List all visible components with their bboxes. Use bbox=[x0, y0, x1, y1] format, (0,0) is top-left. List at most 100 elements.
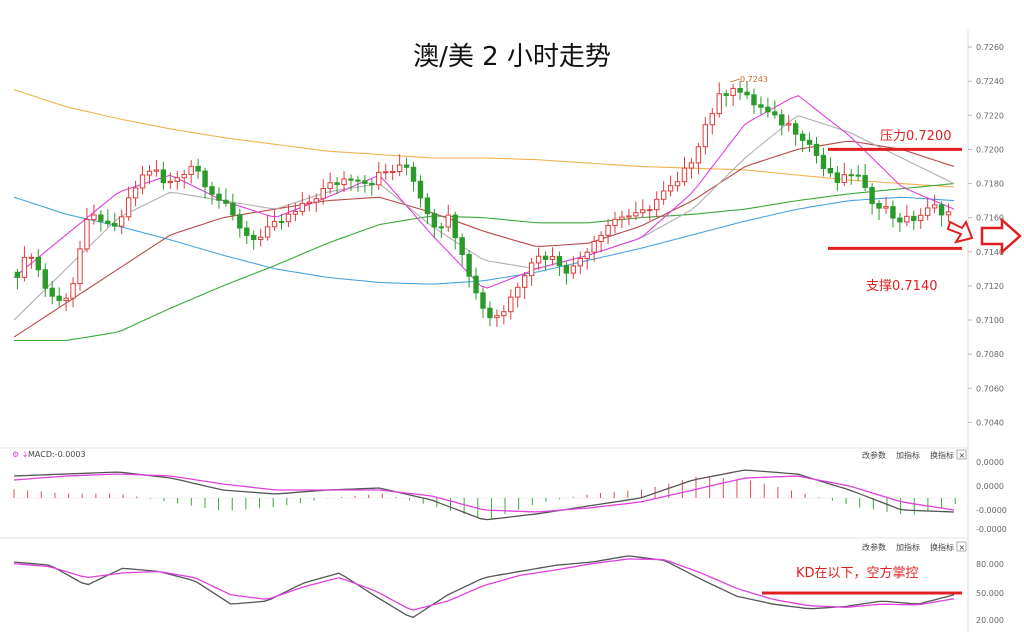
candle-body bbox=[688, 162, 695, 169]
candle-body bbox=[28, 256, 35, 259]
candle-body bbox=[77, 248, 83, 285]
candle-body bbox=[355, 179, 361, 182]
candle-body bbox=[112, 222, 118, 227]
candle-body bbox=[188, 165, 194, 175]
candle-body bbox=[827, 167, 834, 174]
price-tick-label: 0.7100 bbox=[976, 316, 1004, 325]
candle-body bbox=[160, 169, 167, 184]
moving-average-line bbox=[13, 140, 955, 338]
candle-body bbox=[890, 206, 896, 219]
candlestick-series bbox=[14, 80, 952, 327]
candle-body bbox=[202, 170, 208, 188]
candle-body bbox=[410, 166, 417, 182]
candle-body bbox=[216, 193, 222, 201]
chart-title: 澳/美 2 小时走势 bbox=[413, 42, 611, 72]
price-tick-label: 0.7260 bbox=[976, 43, 1004, 52]
candle-body bbox=[313, 198, 319, 203]
kd-tick-label: 80.000 bbox=[976, 560, 1004, 569]
candle-body bbox=[403, 164, 410, 168]
candle-body bbox=[633, 212, 639, 217]
candle-body bbox=[56, 295, 62, 301]
macd-tick-label: -0.0000 bbox=[976, 525, 1007, 534]
candle-body bbox=[299, 202, 306, 213]
macd-tick-label: -0.0000 bbox=[976, 506, 1007, 515]
candle-body bbox=[285, 213, 292, 223]
candle-body bbox=[35, 256, 42, 271]
candle-body bbox=[223, 199, 229, 204]
macd-dea-line bbox=[13, 473, 955, 513]
candle-body bbox=[876, 203, 882, 209]
candle-body bbox=[945, 211, 952, 216]
candle-body bbox=[501, 311, 507, 317]
candle-body bbox=[515, 286, 521, 298]
candle-body bbox=[911, 215, 917, 222]
candle-body bbox=[570, 265, 577, 274]
candle-body bbox=[320, 187, 326, 200]
price-tick-label: 0.7120 bbox=[976, 282, 1004, 291]
close-icon-glyph: × bbox=[959, 543, 966, 552]
price-tick-label: 0.7180 bbox=[976, 180, 1004, 189]
candle-body bbox=[417, 180, 424, 199]
candle-body bbox=[674, 181, 681, 187]
candle-body bbox=[549, 256, 556, 260]
price-axis: 0.7260 0.7240 0.7220 0.7200 0.7180 0.7160 0.71… bbox=[968, 43, 1004, 427]
candle-body bbox=[494, 315, 500, 319]
candle-body bbox=[181, 173, 187, 179]
candle-body bbox=[334, 182, 340, 185]
candle-body bbox=[383, 171, 389, 174]
candle-body bbox=[612, 218, 618, 227]
candle-body bbox=[904, 215, 910, 223]
toolbar-button-label: 改参数 bbox=[862, 450, 886, 460]
toolbar-button-label: 换指标 bbox=[930, 450, 954, 460]
candle-body bbox=[473, 275, 479, 294]
candle-body bbox=[619, 216, 625, 220]
moving-average-line bbox=[14, 183, 955, 342]
candle-body bbox=[431, 213, 438, 228]
candle-body bbox=[271, 220, 278, 228]
candle-body bbox=[251, 234, 257, 241]
candle-body bbox=[667, 185, 674, 192]
price-tick-label: 0.7040 bbox=[976, 418, 1004, 427]
resistance-label: 压力0.7200 bbox=[880, 129, 952, 144]
support-label: 支撑0.7140 bbox=[866, 279, 938, 294]
candle-body bbox=[306, 201, 312, 204]
candle-body bbox=[938, 204, 945, 216]
candle-body bbox=[508, 296, 514, 313]
candle-body bbox=[278, 220, 285, 223]
candle-body bbox=[897, 217, 903, 223]
candle-body bbox=[591, 240, 597, 253]
macd-tick-label: 0.0000 bbox=[976, 482, 1004, 491]
small-arrow-shape bbox=[946, 219, 974, 244]
candle-body bbox=[146, 170, 153, 176]
candle-body bbox=[681, 167, 688, 183]
candle-body bbox=[445, 214, 451, 228]
macd-lines bbox=[13, 469, 955, 521]
candle-body bbox=[42, 269, 48, 289]
candle-body bbox=[84, 219, 90, 250]
candle-body bbox=[931, 204, 938, 209]
candle-body bbox=[577, 257, 583, 267]
price-tick-label: 0.7080 bbox=[976, 350, 1004, 359]
candle-body bbox=[730, 88, 736, 96]
candle-body bbox=[758, 104, 764, 108]
candle-body bbox=[63, 297, 69, 301]
kd-tick-label: 20.000 bbox=[976, 616, 1004, 625]
kd-tick-label: 50.000 bbox=[976, 589, 1004, 598]
candle-body bbox=[813, 143, 820, 156]
candle-body bbox=[195, 165, 201, 172]
candle-body bbox=[820, 154, 827, 169]
candle-body bbox=[862, 175, 868, 188]
candle-body bbox=[786, 123, 792, 126]
candle-body bbox=[153, 169, 160, 172]
macd-toolbar: 改参数 加指标 换指标 × bbox=[862, 449, 967, 460]
candle-body bbox=[841, 174, 848, 184]
candle-body bbox=[918, 214, 924, 222]
candle-body bbox=[264, 226, 271, 238]
candle-body bbox=[487, 307, 493, 319]
macd-dif-line bbox=[13, 469, 955, 521]
toolbar-button-label: 换指标 bbox=[930, 542, 954, 552]
candle-body bbox=[459, 237, 465, 255]
big-arrow-shape bbox=[980, 217, 1022, 255]
candle-body bbox=[605, 225, 611, 236]
